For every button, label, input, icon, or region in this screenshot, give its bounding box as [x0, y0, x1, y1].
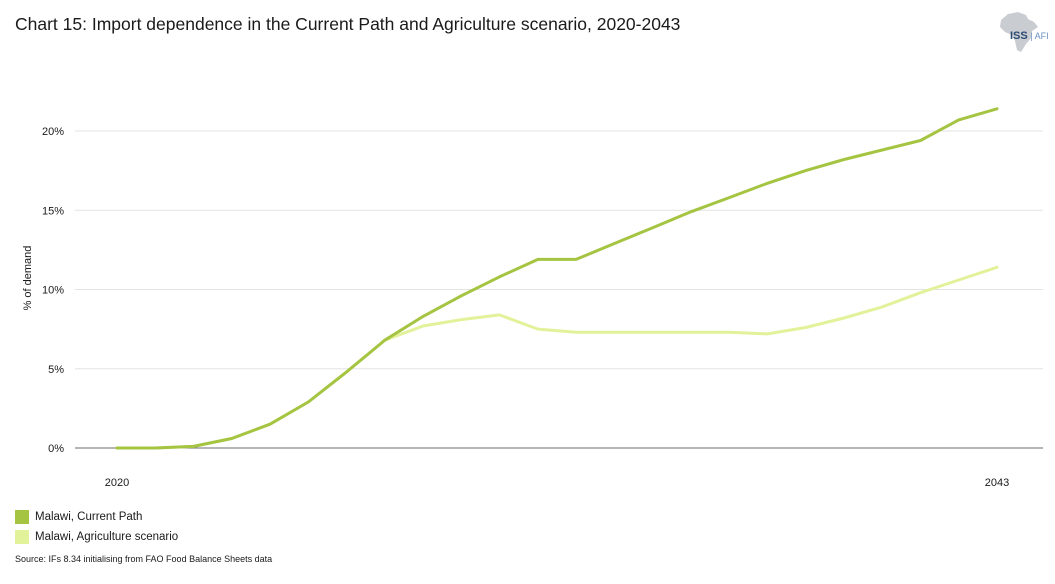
y-tick-label: 10% [42, 285, 64, 297]
x-tick-label: 2020 [105, 477, 129, 489]
logo-sub: AFI [1034, 31, 1049, 41]
legend-label-current-path: Malawi, Current Path [35, 511, 143, 523]
chart-title: Chart 15: Import dependence in the Curre… [15, 14, 681, 34]
legend-swatch-agriculture-scenario [15, 530, 29, 544]
x-tick-label: 2043 [985, 477, 1009, 489]
y-tick-label: 0% [48, 443, 64, 455]
y-tick-label: 5% [48, 364, 64, 376]
y-axis-label: % of demand [22, 246, 34, 311]
source-note: Source: IFs 8.34 initialising from FAO F… [15, 554, 273, 564]
series-line-current-path [115, 107, 999, 450]
legend-item-agriculture-scenario: Malawi, Agriculture scenario [15, 527, 178, 547]
logo-text: ISS | AFI [1010, 30, 1049, 42]
legend-item-current-path: Malawi, Current Path [15, 507, 178, 527]
line-chart: 0% 5% 10% 15% 20% 2020 2043 % of demand [22, 107, 1043, 489]
y-tick-label: 15% [42, 205, 64, 217]
legend-label-agriculture-scenario: Malawi, Agriculture scenario [35, 531, 179, 543]
logo-main: ISS [1010, 30, 1028, 42]
legend-swatch-current-path [15, 510, 29, 524]
y-tick-label: 20% [42, 126, 64, 138]
africa-map-icon [1000, 12, 1038, 52]
series-line-agriculture-scenario [115, 265, 999, 450]
legend: Malawi, Current Path Malawi, Agriculture… [15, 507, 178, 547]
